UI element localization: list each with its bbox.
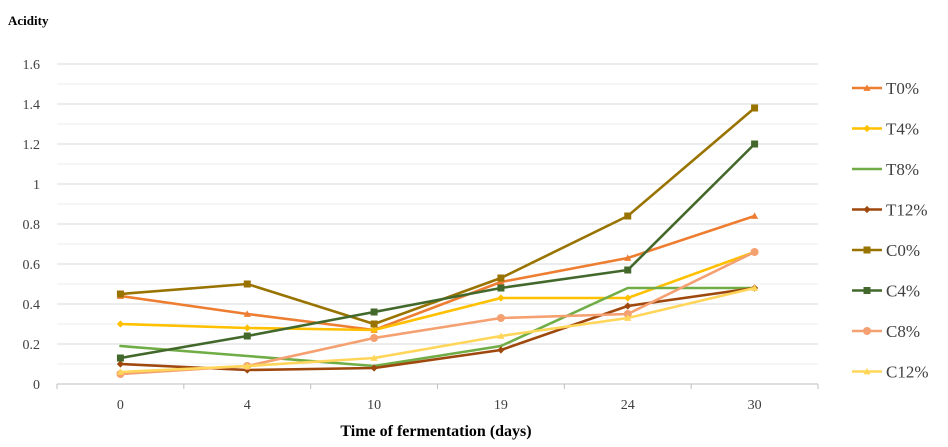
series-c12pct: [116, 284, 759, 375]
data-point: [497, 284, 505, 292]
data-point: [370, 354, 378, 361]
y-tick-label: 1.6: [23, 58, 41, 73]
data-point: [116, 290, 124, 298]
x-tick-label: 4: [244, 398, 251, 413]
legend-entry: C4%: [852, 282, 920, 301]
data-point: [497, 274, 505, 282]
x-tick-label: 0: [117, 398, 124, 413]
y-tick-label: 0.6: [23, 258, 41, 273]
gridlines: [57, 63, 818, 365]
legend-label: T4%: [886, 120, 919, 139]
data-point: [116, 354, 124, 362]
series-line: [119, 286, 756, 368]
x-axis-label: Time of fermentation (days): [340, 423, 531, 440]
x-tick-label: 10: [367, 398, 381, 413]
series-lines: [116, 104, 759, 378]
data-point: [750, 284, 759, 291]
legend-marker: [863, 367, 871, 375]
data-point: [497, 332, 505, 339]
series-line: [119, 214, 756, 332]
legend-marker: [863, 327, 871, 335]
data-point: [370, 308, 378, 316]
legend-entry: C8%: [852, 322, 920, 341]
data-point: [624, 266, 632, 274]
data-point: [116, 320, 125, 328]
x-tick-label: 24: [621, 398, 635, 413]
legend-marker: [863, 246, 871, 254]
legend-label: C8%: [886, 322, 920, 341]
legend-entry: C12%: [852, 363, 929, 382]
data-point: [624, 212, 632, 220]
series-line: [119, 250, 756, 332]
legend-label: T0%: [886, 79, 919, 98]
data-point: [624, 254, 632, 261]
y-tick-label: 0.4: [23, 298, 41, 313]
legend-marker: [863, 287, 871, 294]
series-t4pct: [116, 248, 759, 334]
legend-label: C0%: [886, 241, 920, 260]
legend-label: T8%: [886, 160, 919, 179]
legend-entry: T0%: [852, 79, 919, 98]
data-point: [116, 360, 125, 368]
x-tick-label: 30: [748, 398, 762, 413]
legend-entry: T4%: [852, 120, 919, 139]
data-point: [370, 334, 379, 342]
data-point: [370, 364, 378, 372]
data-point: [370, 326, 378, 334]
legend-label: C12%: [886, 363, 929, 382]
data-point: [497, 294, 505, 302]
data-point: [624, 314, 632, 321]
data-point: [623, 310, 632, 318]
series-t8pct: [119, 286, 756, 368]
axes: 0 0.2 0.4 0.6 0.8 1 1.2 1.4 1.6 0 4 10 19 24 30: [23, 58, 819, 413]
data-point: [624, 294, 632, 302]
series-c0pct: [116, 104, 759, 328]
data-point: [750, 212, 759, 219]
y-tick-label: 1.4: [23, 98, 41, 113]
legend-marker: [863, 84, 871, 91]
series-line: [119, 106, 756, 326]
x-tick-label: 19: [494, 398, 508, 413]
data-point: [370, 320, 378, 328]
data-point: [116, 368, 125, 375]
data-point: [624, 302, 632, 310]
y-tick-label: 0: [33, 378, 40, 393]
legend-label: C4%: [886, 282, 920, 301]
y-tick-label: 1.2: [23, 138, 41, 153]
data-point: [750, 248, 759, 256]
data-point: [497, 278, 505, 285]
data-point: [751, 140, 759, 148]
legend-entry: T12%: [852, 201, 928, 220]
data-point: [243, 332, 251, 340]
data-point: [243, 362, 251, 369]
data-point: [497, 346, 505, 354]
series-line: [119, 142, 756, 360]
legend-entry: C0%: [852, 241, 920, 260]
legend-marker: [863, 205, 871, 214]
data-point: [751, 104, 759, 112]
y-tick-label: 0.8: [23, 218, 41, 233]
data-point: [243, 280, 251, 288]
legend-label: T12%: [886, 201, 928, 220]
y-tick-label: 1: [33, 178, 40, 193]
y-tick-label: 0.2: [23, 338, 41, 353]
y-axis-label: Acidity: [8, 13, 49, 28]
legend-entry: T8%: [852, 160, 919, 179]
data-point: [243, 324, 251, 332]
legend: T0% T4% T8% T12% C0% C4% C8% C12%: [852, 79, 929, 382]
series-line: [119, 286, 756, 374]
data-point: [243, 310, 251, 317]
legend-marker: [863, 124, 871, 133]
series-c4pct: [116, 140, 759, 362]
data-point: [496, 314, 505, 322]
